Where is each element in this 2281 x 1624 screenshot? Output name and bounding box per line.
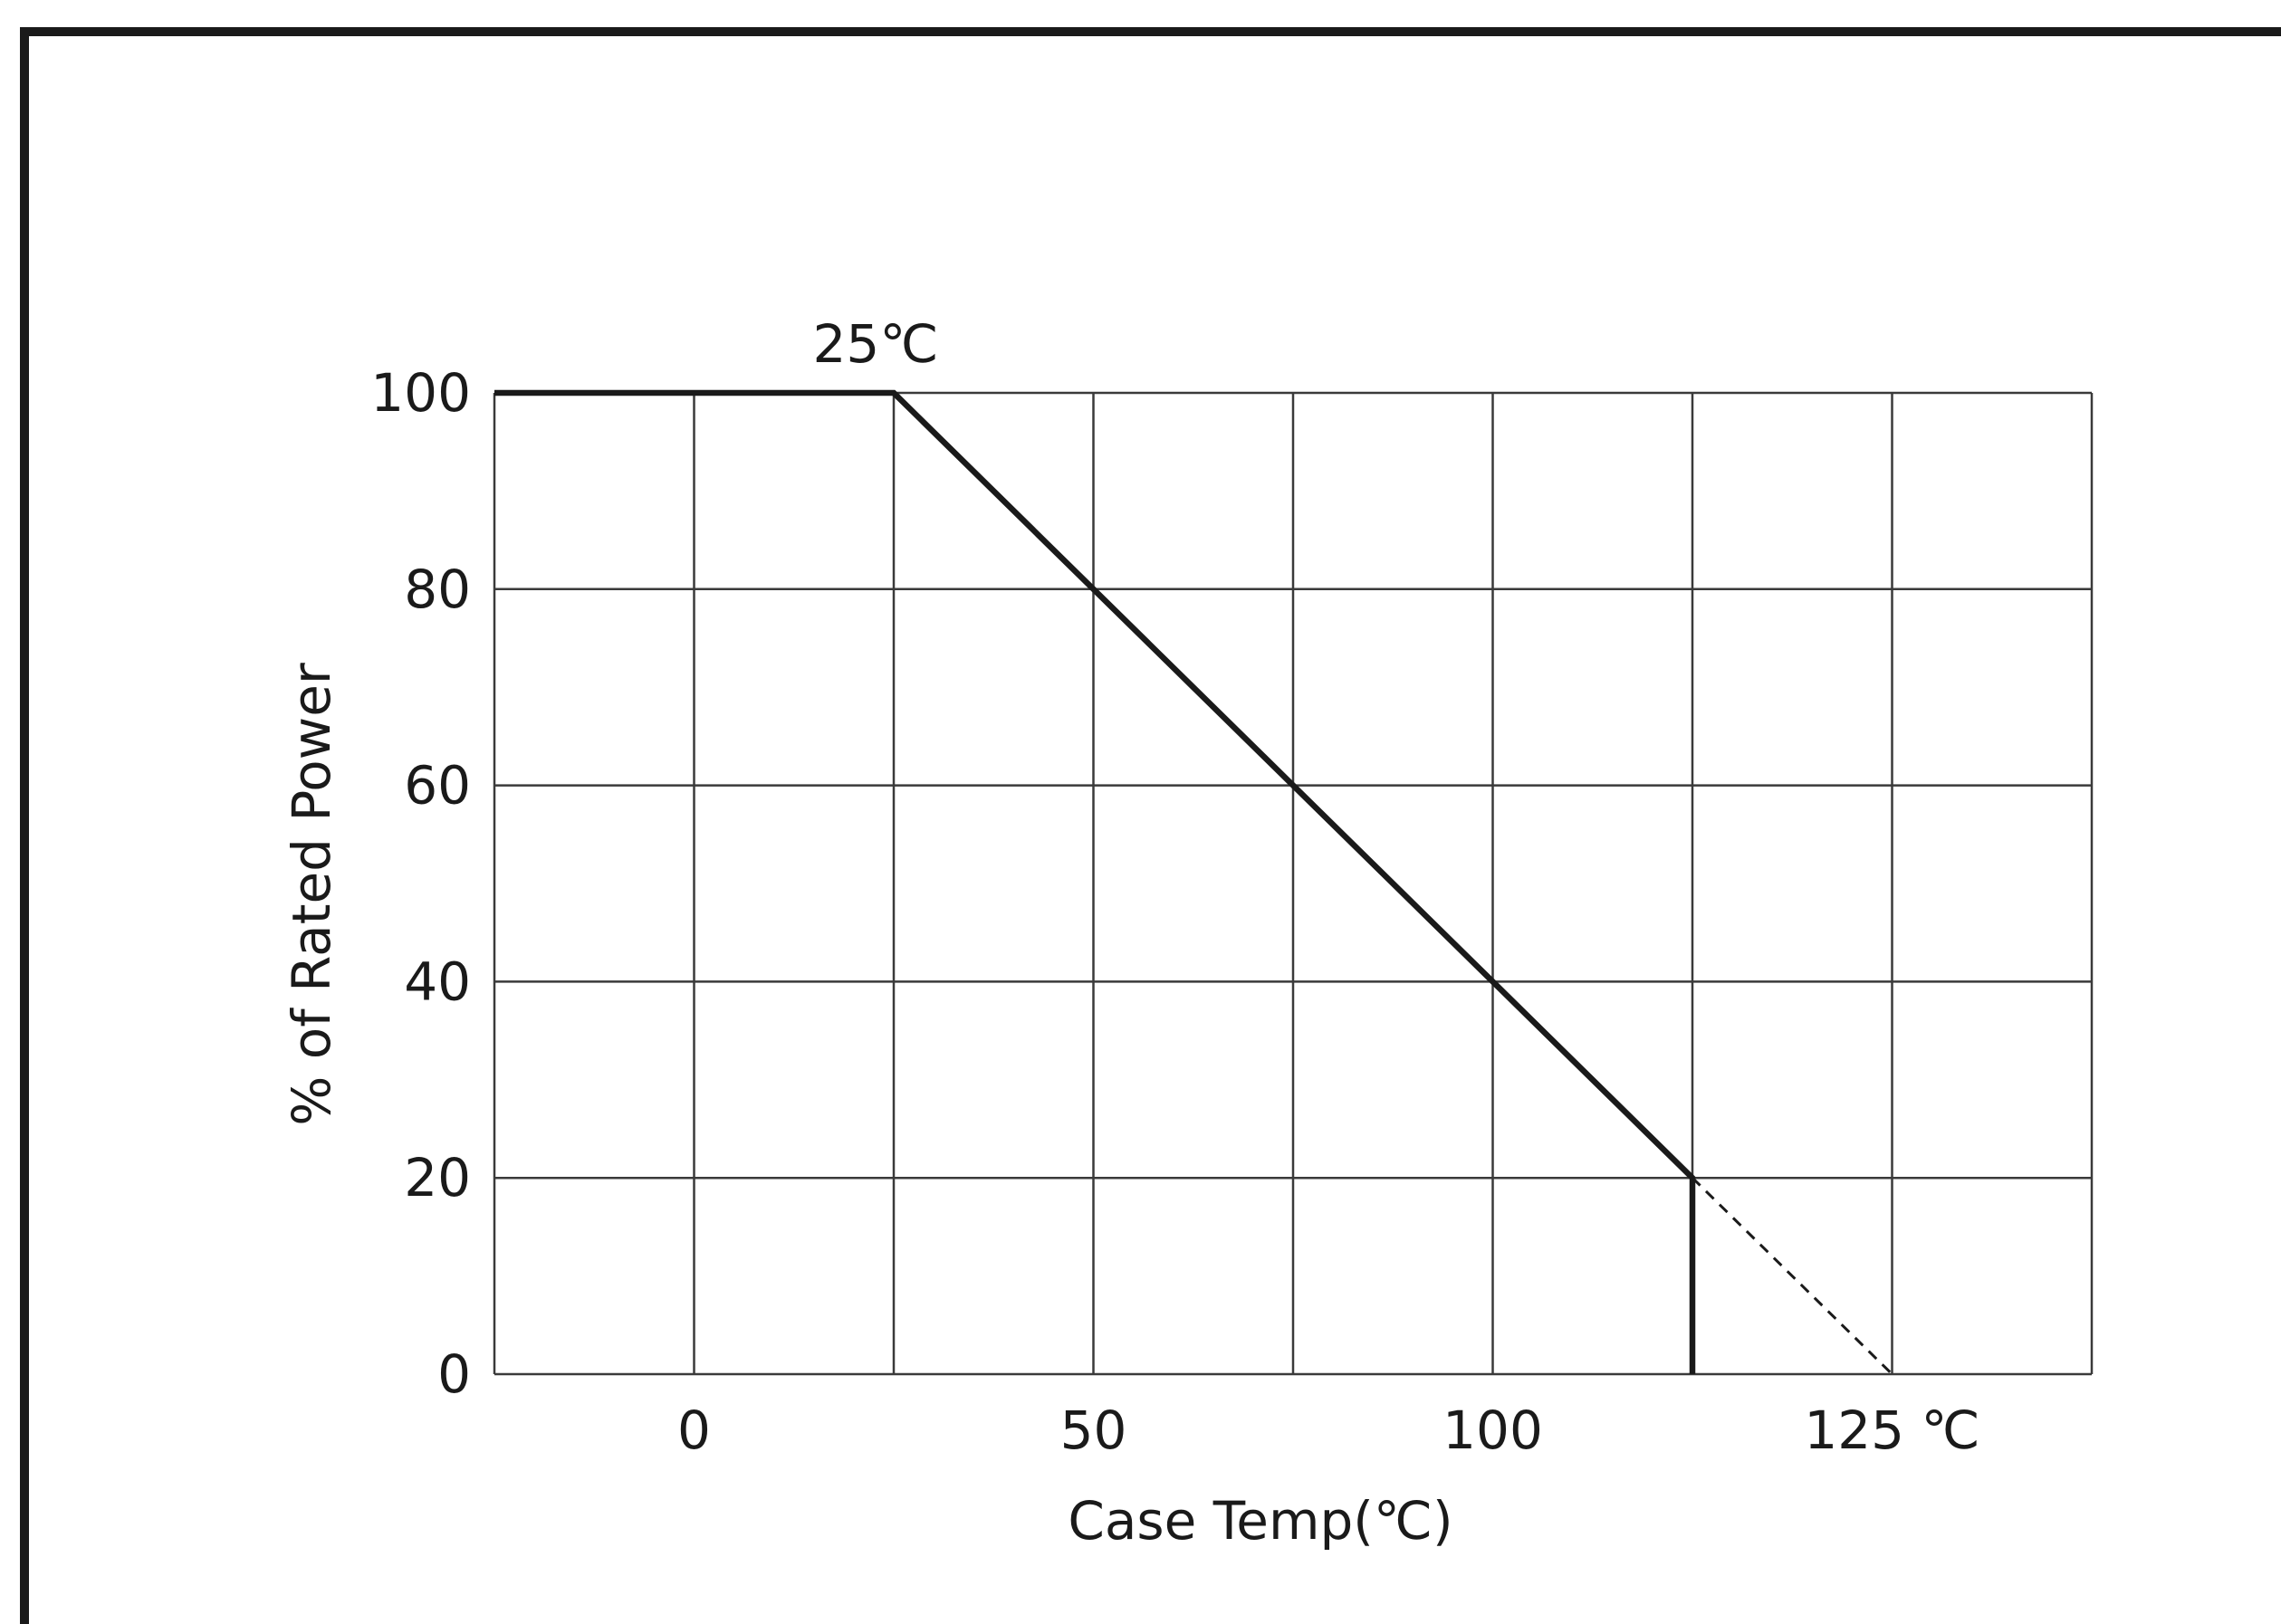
x-tick-label-0: 0 <box>677 1400 711 1461</box>
series-layer <box>494 389 1893 1376</box>
y-tick-label-4: 80 <box>404 559 471 620</box>
x-tick-label-2: 100 <box>1442 1400 1543 1461</box>
x-tick-label-1: 50 <box>1060 1400 1127 1461</box>
annotation-label-0: 25℃ <box>813 313 939 375</box>
grid <box>493 391 2094 1376</box>
y-axis-label: % of Rated Power <box>281 663 342 1126</box>
annotations: 25℃ <box>813 313 939 375</box>
x-tick-label-3: 125 ℃ <box>1804 1400 1979 1461</box>
x-axis-label: Case Temp(℃) <box>1068 1490 1452 1552</box>
y-tick-label-0: 0 <box>437 1343 471 1405</box>
y-tick-label-1: 20 <box>404 1147 471 1208</box>
series-line-solid-0 <box>494 389 1696 1374</box>
chart-frame <box>20 27 2281 1624</box>
tick-labels: 0 50 100 125 ℃ 0 20 40 60 80 100 <box>370 362 1979 1461</box>
y-tick-label-2: 40 <box>404 951 471 1012</box>
y-tick-label-3: 60 <box>404 755 471 817</box>
series-line-dashed-1 <box>1691 1177 1893 1376</box>
y-tick-label-5: 100 <box>370 362 471 424</box>
